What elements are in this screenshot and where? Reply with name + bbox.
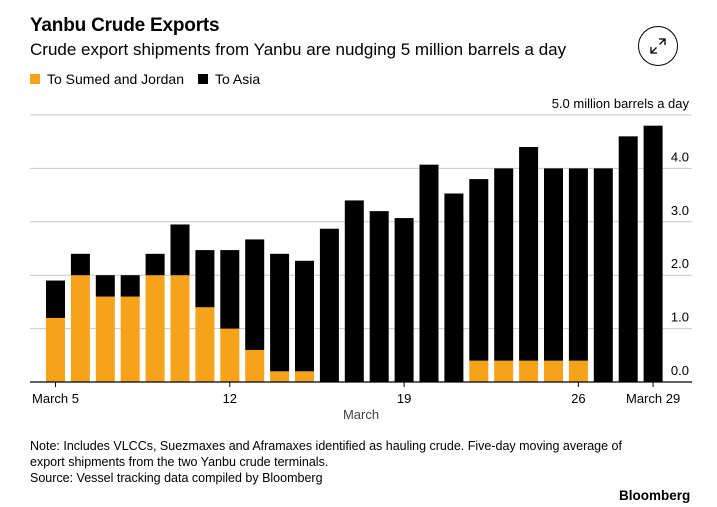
x-tick-label-21: 26	[571, 391, 585, 406]
bar-sumed-jordan-4	[120, 296, 140, 382]
y-tick-label-4: 4.0	[671, 149, 689, 164]
bar-sumed-jordan-10	[270, 371, 290, 382]
bar-asia-21	[544, 168, 563, 361]
bar-asia-12	[319, 228, 339, 382]
bar-sumed-jordan-19	[494, 360, 514, 382]
bar-asia-3	[95, 275, 115, 297]
source-line: Source: Vessel tracking data compiled by…	[30, 471, 323, 485]
bar-asia-19	[494, 168, 514, 361]
legend-item-asia: To Asia	[197, 71, 261, 87]
x-tick-label-7: 12	[223, 391, 237, 406]
y-tick-label-2: 2.0	[671, 256, 689, 271]
chart-legend: To Sumed and Jordan To Asia	[30, 71, 274, 87]
bar-sumed-jordan-18	[469, 360, 489, 382]
bar-asia-5	[145, 253, 165, 276]
bar-sumed-jordan-6	[170, 275, 190, 382]
chart-title: Yanbu Crude Exports	[30, 15, 220, 36]
bar-sumed-jordan-5	[145, 275, 165, 382]
expand-button[interactable]	[638, 26, 678, 66]
bar-chart: 0.0 1.0 2.0 3.0 4.0 5.0 million barrels a day…	[30, 96, 692, 422]
bar-asia-2	[70, 253, 90, 276]
y-tick-label-5: 5.0 million barrels a day	[552, 96, 690, 111]
bar-asia-7	[195, 250, 215, 308]
legend-label-asia: To Asia	[214, 71, 261, 87]
expand-arrows-icon	[650, 38, 666, 54]
bar-asia-10	[270, 253, 290, 372]
bar-asia-24	[618, 136, 638, 382]
y-tick-label-1: 1.0	[671, 310, 689, 325]
bar-sumed-jordan-22	[568, 360, 588, 382]
legend-label-sumed-jordan: To Sumed and Jordan	[47, 71, 184, 87]
bar-asia-15	[394, 218, 414, 382]
bar-sumed-jordan-20	[519, 360, 539, 382]
bar-asia-11	[295, 260, 314, 372]
x-tick-label-24: March 29	[626, 391, 680, 406]
bar-asia-13	[344, 200, 364, 382]
bar-asia-1	[46, 280, 65, 318]
bar-sumed-jordan-1	[46, 317, 65, 382]
x-axis-label: March	[343, 407, 379, 422]
bar-sumed-jordan-7	[195, 307, 215, 382]
bar-sumed-jordan-21	[544, 360, 563, 382]
y-tick-label-0: 0.0	[671, 363, 689, 378]
bar-asia-18	[469, 179, 489, 361]
chart-note: Note: Includes VLCCs, Suezmaxes and Afra…	[30, 438, 622, 486]
bar-asia-23	[593, 168, 613, 382]
bar-sumed-jordan-9	[245, 349, 265, 382]
legend-swatch-sumed-jordan	[30, 74, 40, 84]
bar-asia-17	[444, 193, 464, 382]
bar-sumed-jordan-8	[220, 328, 240, 382]
bar-asia-4	[120, 275, 140, 297]
note-line-1: Note: Includes VLCCs, Suezmaxes and Afra…	[30, 439, 622, 453]
bar-sumed-jordan-3	[95, 296, 115, 382]
bar-asia-8	[220, 250, 240, 329]
x-tick-label-0: March 5	[32, 391, 79, 406]
note-line-2: export shipments from the two Yanbu crud…	[30, 455, 329, 469]
bar-asia-9	[245, 239, 265, 350]
bar-asia-22	[568, 168, 588, 361]
bar-asia-6	[170, 224, 190, 276]
legend-swatch-asia	[197, 74, 208, 84]
y-tick-label-3: 3.0	[671, 203, 689, 218]
bloomberg-logo: Bloomberg	[619, 488, 691, 503]
legend-item-sumed-jordan: To Sumed and Jordan	[30, 71, 184, 87]
chart-subtitle: Crude export shipments from Yanbu are nu…	[30, 40, 567, 59]
bar-asia-25	[643, 125, 663, 383]
bar-asia-20	[519, 147, 539, 361]
bar-sumed-jordan-2	[70, 275, 90, 382]
bar-asia-16	[419, 164, 439, 382]
x-tick-label-14: 19	[397, 391, 411, 406]
bar-asia-14	[369, 211, 389, 382]
bar-sumed-jordan-11	[295, 371, 314, 382]
